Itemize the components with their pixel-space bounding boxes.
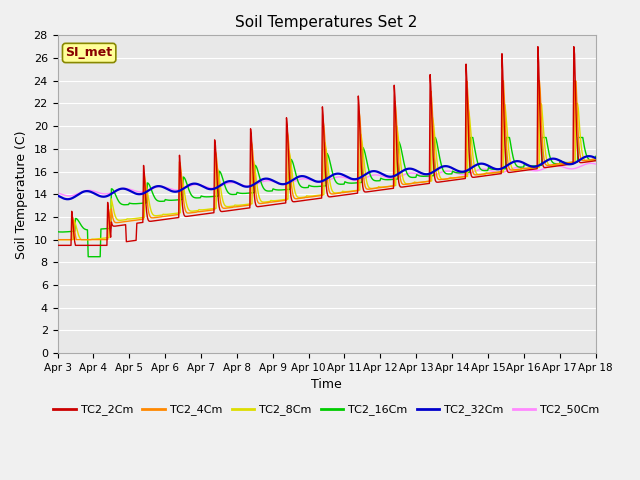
TC2_32Cm [54,192,61,198]
TC2_4Cm [119,219,127,225]
Y-axis label: Soil Temperature (C): Soil Temperature (C) [15,130,28,259]
TC2_8Cm [63,237,71,242]
Line: TC2_4Cm: TC2_4Cm [58,81,595,240]
TC2_2Cm [202,211,209,216]
TC2_2Cm [591,158,599,164]
Legend: TC2_2Cm, TC2_4Cm, TC2_8Cm, TC2_16Cm, TC2_32Cm, TC2_50Cm: TC2_2Cm, TC2_4Cm, TC2_8Cm, TC2_16Cm, TC2… [49,400,604,420]
TC2_50Cm [587,160,595,166]
TC2_4Cm [499,78,507,84]
TC2_2Cm [392,116,399,121]
TC2_4Cm [202,208,209,214]
TC2_50Cm [591,161,599,167]
TC2_8Cm [119,217,127,223]
TC2_32Cm [174,189,182,194]
TC2_16Cm [392,176,400,182]
TC2_8Cm [591,156,599,162]
TC2_8Cm [392,182,399,188]
TC2_16Cm [174,197,182,203]
TC2_50Cm [392,175,400,181]
TC2_32Cm [585,153,593,159]
Line: TC2_16Cm: TC2_16Cm [58,137,595,257]
TC2_4Cm [173,212,181,217]
X-axis label: Time: Time [311,378,342,392]
Line: TC2_2Cm: TC2_2Cm [58,47,595,245]
TC2_8Cm [202,207,209,213]
TC2_50Cm [63,193,71,199]
TC2_32Cm [203,185,211,191]
TC2_50Cm [174,187,182,193]
TC2_50Cm [120,186,127,192]
TC2_50Cm [203,184,211,190]
TC2_16Cm [63,229,71,235]
TC2_16Cm [203,194,211,200]
TC2_2Cm [63,242,71,248]
TC2_8Cm [408,180,415,186]
TC2_2Cm [173,215,181,221]
TC2_2Cm [119,222,127,228]
TC2_50Cm [408,170,416,176]
TC2_16Cm [591,154,599,159]
TC2_8Cm [54,237,61,242]
Line: TC2_32Cm: TC2_32Cm [58,156,595,199]
TC2_32Cm [591,155,599,161]
TC2_32Cm [64,196,72,202]
TC2_4Cm [392,105,399,110]
TC2_50Cm [54,190,61,196]
TC2_16Cm [120,202,127,207]
TC2_2Cm [54,242,61,248]
Title: Soil Temperatures Set 2: Soil Temperatures Set 2 [236,15,418,30]
TC2_16Cm [431,134,438,140]
TC2_4Cm [54,237,61,242]
TC2_16Cm [54,229,61,235]
TC2_4Cm [408,180,415,186]
TC2_16Cm [84,254,92,260]
TC2_8Cm [173,210,181,216]
TC2_32Cm [120,186,127,192]
Text: SI_met: SI_met [65,47,113,60]
TC2_4Cm [63,237,71,242]
Line: TC2_50Cm: TC2_50Cm [58,163,595,196]
TC2_50Cm [66,193,74,199]
TC2_32Cm [63,196,71,202]
TC2_4Cm [591,156,599,162]
TC2_32Cm [392,172,400,178]
TC2_32Cm [408,166,416,172]
TC2_16Cm [408,175,416,180]
TC2_8Cm [500,101,508,107]
Line: TC2_8Cm: TC2_8Cm [58,104,595,240]
TC2_2Cm [534,44,541,49]
TC2_2Cm [408,183,415,189]
